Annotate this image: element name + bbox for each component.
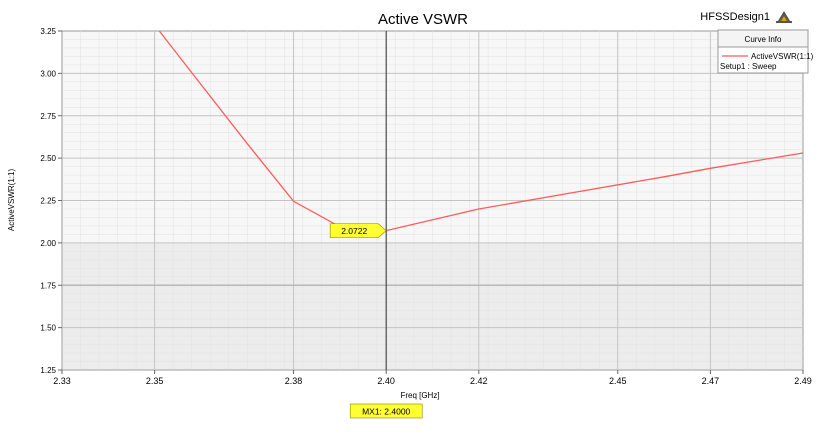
y-tick-label: 3.25 xyxy=(40,27,56,36)
marker-layer: 2.0722 MX1: 2.4000 xyxy=(329,31,423,419)
y-tick-label: 1.50 xyxy=(40,324,56,333)
legend-entry-name: ActiveVSWR(1:1) xyxy=(751,52,814,61)
legend-entry-setup: Setup1 : Sweep xyxy=(720,62,777,71)
marker-value-label: 2.0722 xyxy=(341,226,367,236)
y-axis-label: ActiveVSWR(1:1) xyxy=(7,169,16,232)
marker-x-label: MX1: 2.4000 xyxy=(362,407,410,417)
design-name: HFSSDesign1 xyxy=(700,11,770,23)
y-tick-label: 2.25 xyxy=(40,197,56,206)
marker-x-badge[interactable] xyxy=(349,403,423,419)
x-axis-label: Freq [GHz] xyxy=(400,391,439,400)
y-tick-label: 1.75 xyxy=(40,281,56,290)
y-tick-label: 3.00 xyxy=(40,69,56,78)
x-tick-label: 2.35 xyxy=(146,376,164,386)
y-tick-label: 2.75 xyxy=(40,112,56,121)
x-tick-label: 2.49 xyxy=(794,376,812,386)
x-tick-label: 2.38 xyxy=(285,376,303,386)
x-tick-label: 2.33 xyxy=(53,376,71,386)
x-tick-label: 2.42 xyxy=(470,376,488,386)
chart-title: Active VSWR xyxy=(378,11,468,28)
y-tick-label: 1.25 xyxy=(40,366,56,375)
ansys-logo-icon xyxy=(776,11,792,23)
legend[interactable]: Curve Info ActiveVSWR(1:1) Setup1 : Swee… xyxy=(717,29,814,74)
marker-value-flag[interactable] xyxy=(329,223,387,238)
y-tick-labels: 1.25 1.50 1.75 2.00 2.25 2.50 2.75 3.00 3.25 xyxy=(40,27,56,375)
y-tick-label: 2.50 xyxy=(40,154,56,163)
legend-header: Curve Info xyxy=(745,35,782,44)
x-tick-label: 2.47 xyxy=(702,376,720,386)
axis-ticks xyxy=(58,30,804,374)
y-tick-label: 2.00 xyxy=(40,239,56,248)
x-tick-label: 2.45 xyxy=(609,376,627,386)
x-tick-label: 2.40 xyxy=(377,376,395,386)
legend-body-box xyxy=(717,46,809,74)
x-tick-labels: 2.33 2.35 2.38 2.40 2.42 2.45 2.47 2.49 xyxy=(53,376,812,386)
